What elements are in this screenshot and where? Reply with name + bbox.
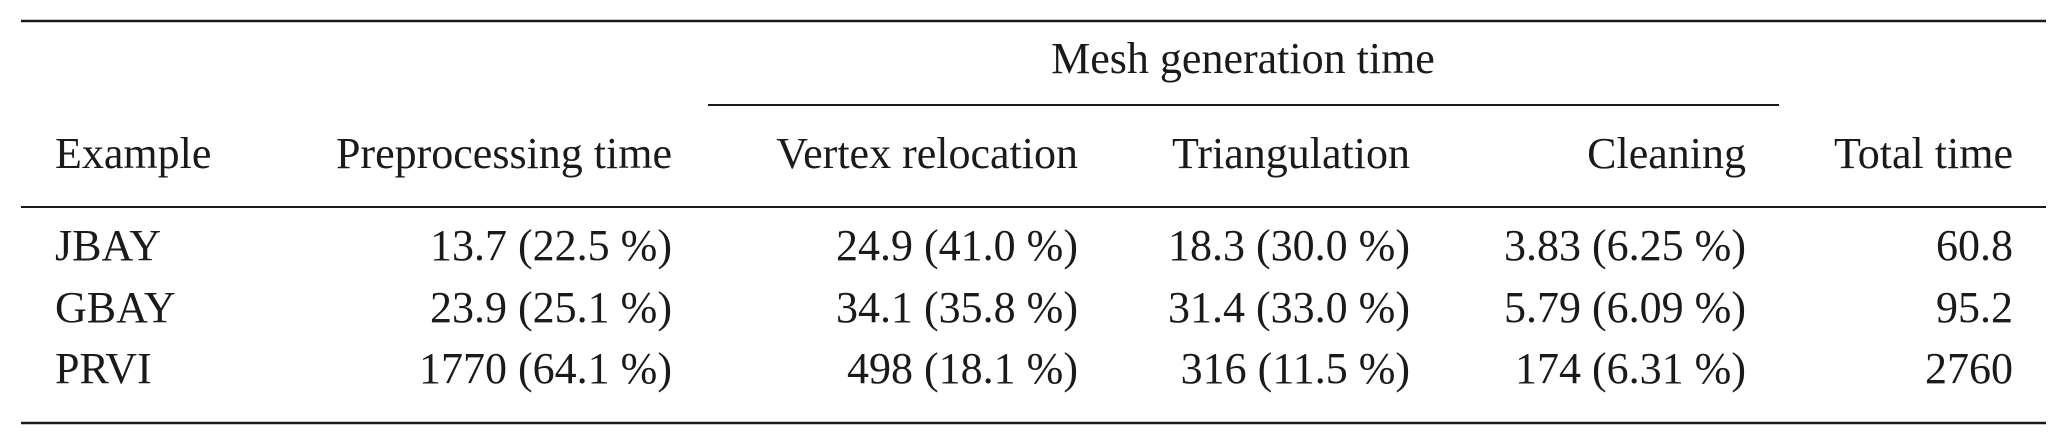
column-header: Total time [1834, 129, 2013, 178]
cell: 2760 [1925, 344, 2013, 393]
cell: 13.7 (22.5 %) [430, 221, 672, 270]
row-label: PRVI [55, 344, 152, 393]
cell: 18.3 (30.0 %) [1168, 221, 1410, 270]
column-header: Example [55, 129, 211, 178]
cell: 316 (11.5 %) [1181, 344, 1410, 393]
column-header: Triangulation [1172, 129, 1410, 178]
cell: 174 (6.31 %) [1515, 344, 1746, 393]
column-header: Cleaning [1587, 129, 1746, 178]
group-header: Mesh generation time [1051, 34, 1435, 83]
cell: 23.9 (25.1 %) [430, 283, 672, 332]
cell: 31.4 (33.0 %) [1168, 283, 1410, 332]
cell: 24.9 (41.0 %) [836, 221, 1078, 270]
cell: 498 (18.1 %) [847, 344, 1078, 393]
row-label: JBAY [55, 221, 161, 270]
cell: 34.1 (35.8 %) [836, 283, 1078, 332]
row-label: GBAY [55, 283, 176, 332]
cell: 5.79 (6.09 %) [1504, 283, 1746, 332]
cell: 95.2 [1936, 283, 2013, 332]
cell: 1770 (64.1 %) [419, 344, 672, 393]
column-header: Preprocessing time [336, 129, 672, 178]
cell: 3.83 (6.25 %) [1504, 221, 1746, 270]
cell: 60.8 [1936, 221, 2013, 270]
column-header: Vertex relocation [776, 129, 1078, 178]
